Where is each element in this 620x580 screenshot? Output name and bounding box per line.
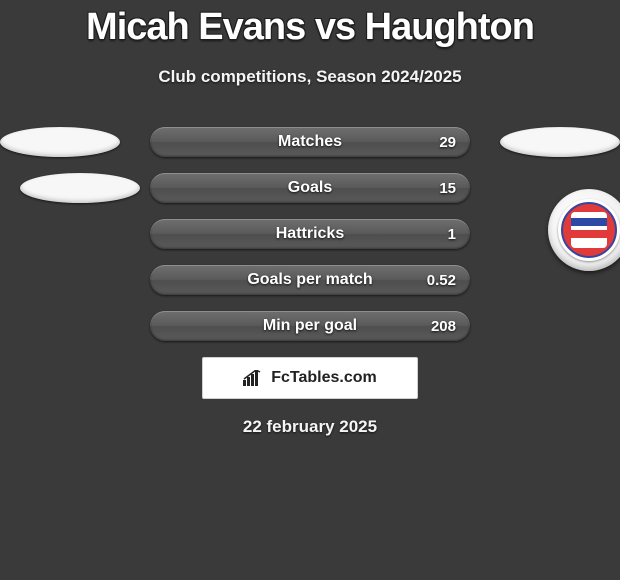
metric-label: Min per goal: [150, 317, 470, 335]
footer-site-text: FcTables.com: [271, 369, 377, 387]
stat-row-matches: Matches 29: [10, 127, 610, 157]
value-right: 0.52: [427, 272, 456, 289]
footer-date: 22 february 2025: [0, 417, 620, 437]
metric-label: Goals: [150, 179, 470, 197]
stats-area: Matches 29 Goals 15 Hattricks 1 Goals pe…: [0, 127, 620, 341]
metric-label: Matches: [150, 133, 470, 151]
stat-bar: Goals 15: [150, 173, 470, 203]
stat-row-goals: Goals 15: [10, 173, 610, 203]
stat-bar: Hattricks 1: [150, 219, 470, 249]
footer-site-badge[interactable]: FcTables.com: [202, 357, 418, 399]
value-right: 29: [439, 134, 456, 151]
value-right: 15: [439, 180, 456, 197]
metric-label: Goals per match: [150, 271, 470, 289]
stat-row-min-per-goal: Min per goal 208: [10, 311, 610, 341]
page-subtitle: Club competitions, Season 2024/2025: [0, 67, 620, 87]
value-right: 208: [431, 318, 456, 335]
metric-label: Hattricks: [150, 225, 470, 243]
stat-row-hattricks: Hattricks 1: [10, 219, 610, 249]
stat-bar: Goals per match 0.52: [150, 265, 470, 295]
bar-chart-icon: [243, 370, 265, 386]
stat-row-goals-per-match: Goals per match 0.52: [10, 265, 610, 295]
stat-bar: Matches 29: [150, 127, 470, 157]
page-title: Micah Evans vs Haughton: [0, 0, 620, 49]
value-right: 1: [448, 226, 456, 243]
stat-bar: Min per goal 208: [150, 311, 470, 341]
